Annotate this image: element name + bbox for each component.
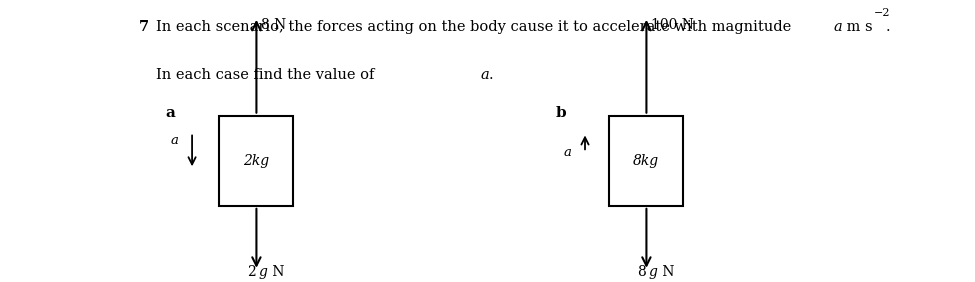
Text: 7: 7	[138, 20, 148, 34]
Bar	[609, 116, 682, 206]
Text: 100 N: 100 N	[651, 18, 694, 32]
Bar	[219, 116, 292, 206]
Text: b: b	[556, 106, 566, 120]
Text: .: .	[885, 20, 890, 34]
Text: N: N	[268, 265, 285, 279]
Text: In each case find the value of: In each case find the value of	[156, 68, 379, 82]
Text: a: a	[171, 135, 178, 147]
Text: 8: 8	[637, 265, 645, 279]
Text: a: a	[564, 146, 571, 159]
Text: 8kg: 8kg	[633, 154, 659, 168]
Text: a: a	[481, 68, 489, 82]
Text: 2: 2	[247, 265, 255, 279]
Text: .: .	[488, 68, 493, 82]
Text: g: g	[648, 265, 657, 279]
Text: N: N	[658, 265, 675, 279]
Text: a: a	[166, 106, 175, 120]
Text: g: g	[258, 265, 267, 279]
Text: m s: m s	[842, 20, 873, 34]
Text: 2kg: 2kg	[243, 154, 269, 168]
Text: In each scenario, the forces acting on the body cause it to accelerate with magn: In each scenario, the forces acting on t…	[156, 20, 796, 34]
Text: a: a	[834, 20, 842, 34]
Text: 8 N: 8 N	[261, 18, 287, 32]
Text: −2: −2	[874, 8, 890, 18]
